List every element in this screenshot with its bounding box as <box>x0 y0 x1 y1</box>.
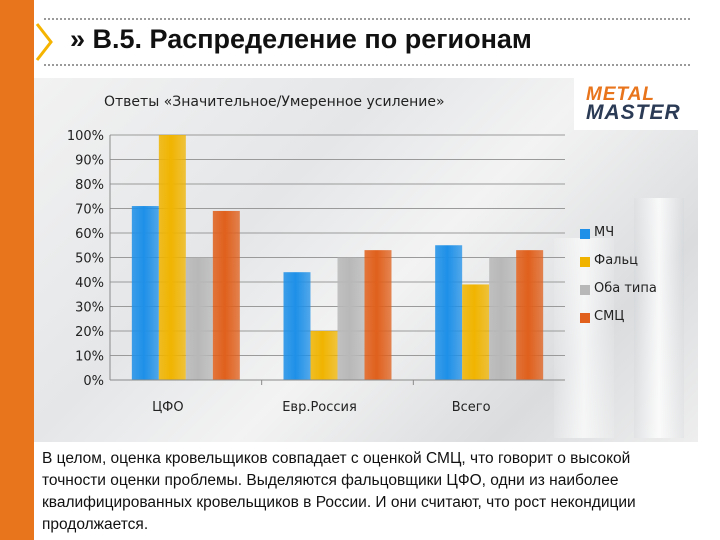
y-tick-label: 100% <box>67 129 104 144</box>
title-bar: » В.5. Распределение по регионам <box>34 0 720 78</box>
bar-фальц-3 <box>462 284 490 380</box>
bar-смц-3 <box>516 250 544 380</box>
y-tick-label: 70% <box>75 203 104 218</box>
bar-мч-1 <box>131 206 159 380</box>
legend-swatch <box>580 229 590 239</box>
x-tick-label: Всего <box>452 400 491 415</box>
x-tick-label: ЦФО <box>152 400 184 415</box>
bar-смц-1 <box>212 210 240 380</box>
legend-label: СМЦ <box>594 309 625 324</box>
legend-swatch <box>580 257 590 267</box>
legend-label: МЧ <box>594 225 615 240</box>
legend-swatch <box>580 285 590 295</box>
legend-label: Оба типа <box>594 281 657 296</box>
y-tick-label: 80% <box>75 178 104 193</box>
bar-оба-типа-1 <box>185 257 213 380</box>
logo-text-master: MASTER <box>586 101 681 124</box>
y-tick-label: 60% <box>75 227 104 242</box>
chart-title: Ответы «Значительное/Умеренное усиление» <box>104 94 445 110</box>
background-decoration <box>554 238 614 438</box>
y-tick-label: 0% <box>83 374 104 389</box>
legend-swatch <box>580 313 590 323</box>
bar-мч-3 <box>435 245 463 380</box>
bar-оба-типа-3 <box>489 257 517 380</box>
bar-оба-типа-2 <box>337 257 365 380</box>
y-tick-label: 50% <box>75 252 104 267</box>
title-divider-top <box>44 18 690 20</box>
bar-фальц-1 <box>158 135 186 380</box>
x-tick-label: Евр.Россия <box>282 400 357 415</box>
title-divider-bottom <box>44 64 690 66</box>
logo-text-metal: METAL <box>586 84 656 105</box>
y-tick-label: 40% <box>75 276 104 291</box>
bar-мч-2 <box>283 272 311 380</box>
accent-strip <box>0 0 34 540</box>
caption-box: В целом, оценка кровельщиков совпадает с… <box>34 442 720 540</box>
y-tick-label: 30% <box>75 301 104 316</box>
caption-text: В целом, оценка кровельщиков совпадает с… <box>42 450 636 533</box>
y-tick-label: 90% <box>75 154 104 169</box>
bar-смц-2 <box>364 250 392 380</box>
chevron-right-icon <box>35 23 53 61</box>
legend-label: Фальц <box>594 253 638 268</box>
y-tick-label: 10% <box>75 350 104 365</box>
metal-master-logo: METAL MASTER <box>574 78 698 130</box>
background-decoration <box>634 198 684 438</box>
bar-фальц-2 <box>310 331 338 380</box>
page-title: » В.5. Распределение по регионам <box>70 24 532 54</box>
y-tick-label: 20% <box>75 325 104 340</box>
